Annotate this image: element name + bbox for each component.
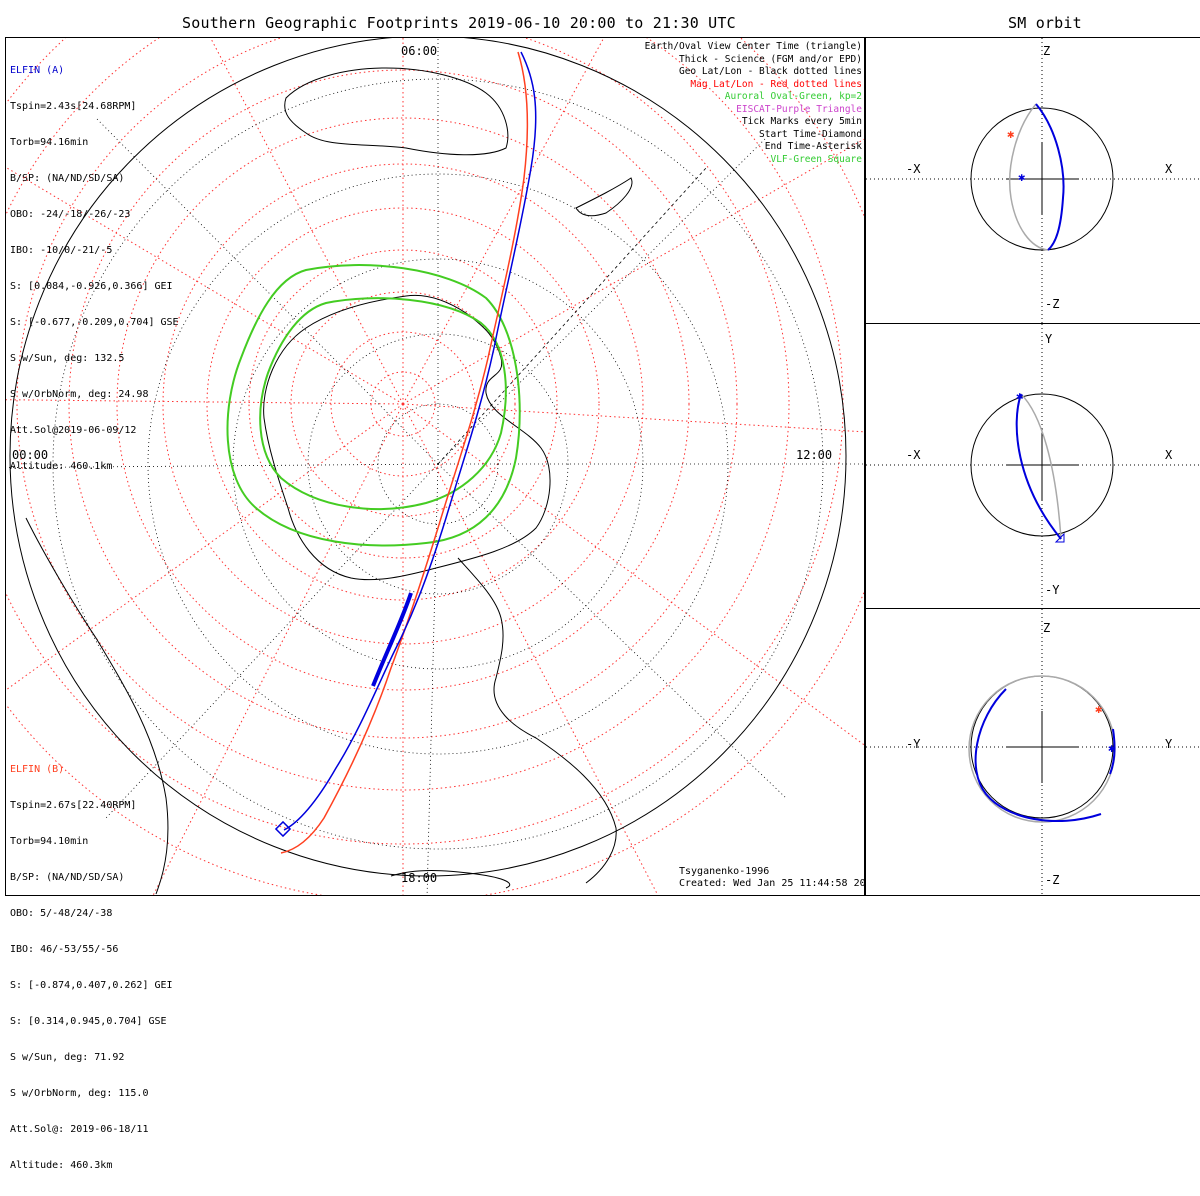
model-credit: Tsyganenko-1996 xyxy=(679,866,770,877)
elfin-a-line: S: [0.084,-0.926,0.366] GEI xyxy=(10,281,173,292)
legend-item: Thick - Science (FGM and/or EPD) xyxy=(678,53,862,65)
sm-orbit-title: SM orbit xyxy=(1008,14,1082,32)
svg-text:✱: ✱ xyxy=(1007,127,1014,141)
legend-item: Earth/Oval View Center Time (triangle) xyxy=(644,41,862,52)
elfin-a-start-diamond xyxy=(274,820,292,838)
sm-orbit-plot-xz: ✱ ✱ xyxy=(866,38,1200,324)
elfin-b-line: S: [-0.874,0.407,0.262] GEI xyxy=(10,980,173,991)
auroral-oval-outer xyxy=(226,264,521,547)
axis-label-bottom: -Z xyxy=(1045,297,1060,311)
axis-label-right: X xyxy=(1165,448,1173,462)
auroral-oval-inner xyxy=(259,297,507,511)
elfin-a-line: B/SP: (NA/ND/SD/SA) xyxy=(10,173,125,184)
elfin-b-track xyxy=(280,51,529,854)
legend-item: VLF-Green Square xyxy=(770,153,862,165)
axis-label-left: -Y xyxy=(906,737,921,751)
elfin-a-line: S w/Sun, deg: 132.5 xyxy=(10,353,125,364)
australia-coastline xyxy=(284,67,509,156)
elfin-a-line: Torb=94.16min xyxy=(10,137,89,148)
time-label-top: 06:00 xyxy=(401,44,438,58)
elfin-a-line: S w/OrbNorm, deg: 24.98 xyxy=(10,389,149,400)
elfin-b-line: OBO: 5/-48/24/-38 xyxy=(10,908,113,919)
legend-item: Tick Marks every 5min xyxy=(741,116,862,127)
time-label-left: 00:00 xyxy=(12,448,49,462)
elfin-a-science-segment xyxy=(371,592,413,687)
axis-label-left: -X xyxy=(906,448,921,462)
legend-item: End Time-Asterisk xyxy=(764,141,862,152)
legend-item: Auroral Oval-Green, kp=2 xyxy=(724,91,862,102)
africa-coastline xyxy=(25,517,169,895)
elfin-b-info: ELFIN (B) Tspin=2.67s[22.40RPM] Torb=94.… xyxy=(10,740,173,1196)
elfin-a-track xyxy=(283,51,537,831)
view-center-line xyxy=(437,167,707,465)
sm-orbit-panel-xy: ✱ Y -Y -X X xyxy=(865,323,1200,610)
elfin-b-line: Torb=94.10min xyxy=(10,836,89,847)
svg-text:✱: ✱ xyxy=(1108,741,1115,755)
axis-label-bottom: -Y xyxy=(1045,583,1060,597)
elfin-b-line: Att.Sol@: 2019-06-18/11 xyxy=(10,1124,149,1135)
elfin-a-line: IBO: -10/0/-21/-5 xyxy=(10,245,113,256)
polar-map xyxy=(6,38,864,895)
map-panel: 06:00 00:00 12:00 18:00 ELFIN (A) Tspin=… xyxy=(5,37,878,1171)
sm-orbit-plot-xy: ✱ xyxy=(866,324,1200,609)
elfin-a-line: Att.Sol@2019-06-09/12 xyxy=(10,425,137,436)
legend-item: Mag Lat/Lon - Red dotted lines xyxy=(690,78,862,90)
elfin-b-line: S w/Sun, deg: 71.92 xyxy=(10,1052,125,1063)
legend-item: Geo Lat/Lon - Black dotted lines xyxy=(678,66,862,77)
axis-label-top: Z xyxy=(1043,44,1051,58)
sm-orbit-panel-yz: ✱ ✱ Z -Z -Y Y xyxy=(865,608,1200,896)
elfin-a-line: Altitude: 460.1km xyxy=(10,461,113,472)
south-america-coastline xyxy=(457,557,617,884)
axis-label-left: -X xyxy=(906,162,921,176)
elfin-a-line: S: [-0.677,-0.209,0.704] GSE xyxy=(10,317,179,328)
geo-grid xyxy=(6,38,864,895)
axis-label-bottom: -Z xyxy=(1045,873,1060,887)
sm-orbit-panel-xz: ✱ ✱ Z -Z -X X xyxy=(865,37,1200,325)
new-zealand-coastline xyxy=(575,177,633,217)
time-label-bottom: 18:00 xyxy=(401,871,438,885)
elfin-a-name: ELFIN (A) xyxy=(10,65,65,76)
elfin-b-name: ELFIN (B) xyxy=(10,764,65,775)
map-title: Southern Geographic Footprints 2019-06-1… xyxy=(182,14,736,32)
axis-label-top: Y xyxy=(1045,332,1053,346)
elfin-b-line: IBO: 46/-53/55/-56 xyxy=(10,944,119,955)
sm-orbit-plot-yz: ✱ ✱ xyxy=(866,609,1200,895)
legend-item: Start Time-Diamond xyxy=(759,128,862,140)
elfin-b-line: Tspin=2.67s[22.40RPM] xyxy=(10,800,137,811)
elfin-a-line: Tspin=2.43s[24.68RPM] xyxy=(10,101,137,112)
elfin-a-line: OBO: -24/-18/-26/-23 xyxy=(10,209,131,220)
svg-text:✱: ✱ xyxy=(1095,702,1102,716)
svg-text:✱: ✱ xyxy=(1016,389,1023,403)
elfin-b-line: S w/OrbNorm, deg: 115.0 xyxy=(10,1088,149,1099)
elfin-a-info: ELFIN (A) Tspin=2.43s[24.68RPM] Torb=94.… xyxy=(10,41,179,497)
created-timestamp: Created: Wed Jan 25 11:44:58 2023 xyxy=(679,878,878,889)
mag-lon-lines xyxy=(6,38,864,895)
elfin-b-line: Altitude: 460.3km xyxy=(10,1160,113,1171)
legend-item: EISCAT-Purple Triangle xyxy=(736,103,862,115)
axis-label-right: Y xyxy=(1165,737,1173,751)
time-label-right: 12:00 xyxy=(796,448,833,462)
axis-label-right: X xyxy=(1165,162,1173,176)
axis-label-top: Z xyxy=(1043,621,1051,635)
tierra-del-fuego-coastline xyxy=(390,870,511,889)
legend: Earth/Oval View Center Time (triangle) T… xyxy=(645,41,862,166)
earth-limb xyxy=(9,38,847,877)
elfin-b-line: S: [0.314,0.945,0.704] GSE xyxy=(10,1016,167,1027)
svg-text:✱: ✱ xyxy=(1018,170,1025,184)
antarctica-coastline xyxy=(263,294,551,581)
elfin-b-line: B/SP: (NA/ND/SD/SA) xyxy=(10,872,125,883)
